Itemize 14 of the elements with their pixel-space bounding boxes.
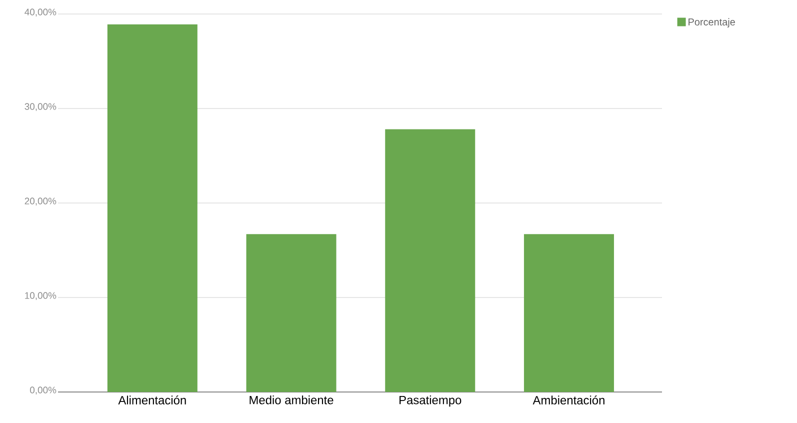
bar — [524, 234, 614, 392]
y-tick-label: 0,00% — [30, 386, 56, 394]
x-tick-label: Alimentación — [118, 396, 186, 404]
y-tick-label: 20,00% — [24, 198, 56, 206]
x-tick-label: Pasatiempo — [400, 396, 462, 407]
bar — [107, 24, 198, 392]
y-tick-label: 30,00% — [24, 103, 56, 111]
y-tick-label: 40,00% — [24, 8, 56, 16]
x-tick-label: Medio ambiente — [250, 396, 334, 404]
x-tick-label: Ambientación — [532, 396, 604, 404]
bar — [246, 234, 336, 392]
bar — [385, 129, 476, 392]
y-tick-label: 10,00% — [25, 292, 56, 300]
legend-label: Porcentaje — [688, 18, 735, 28]
